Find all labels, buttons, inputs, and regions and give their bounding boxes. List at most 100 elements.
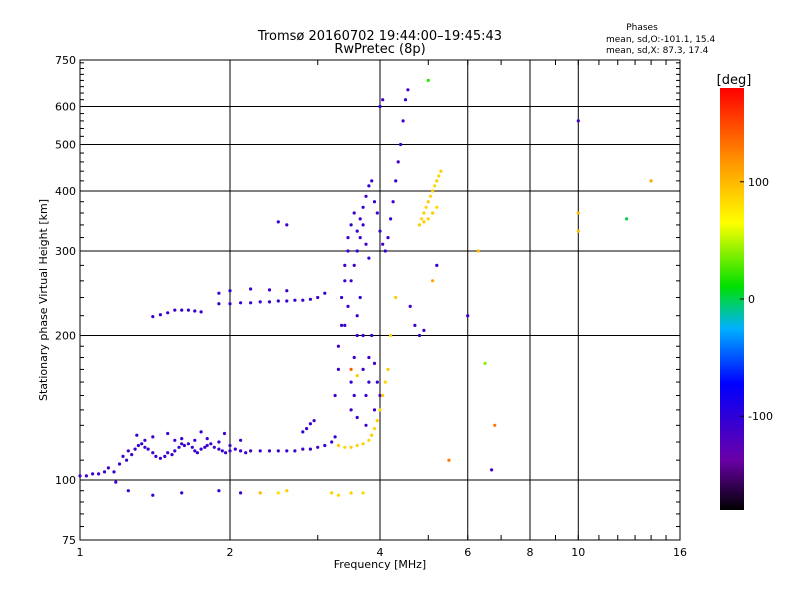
data-point <box>364 393 368 398</box>
data-point <box>301 298 305 302</box>
data-point <box>403 98 408 102</box>
data-point <box>228 449 232 453</box>
data-point <box>217 302 221 306</box>
data-point <box>386 236 390 240</box>
x-tick-label: 1 <box>77 546 84 559</box>
data-point <box>180 437 184 441</box>
data-point <box>370 333 374 338</box>
data-point <box>163 454 167 458</box>
data-point <box>146 447 150 451</box>
data-point <box>370 179 374 183</box>
data-point <box>301 430 305 434</box>
phases-annotation-x: mean, sd,X: 87.3, 17.4 <box>606 46 709 56</box>
data-point <box>330 491 334 495</box>
data-point <box>349 491 353 495</box>
data-point <box>158 456 162 460</box>
data-point <box>364 242 368 246</box>
data-point <box>195 451 199 455</box>
data-point <box>249 287 253 291</box>
data-point <box>349 445 353 449</box>
data-point <box>361 205 365 209</box>
data-point <box>466 314 470 318</box>
data-point <box>349 223 353 227</box>
y-tick-label: 750 <box>55 54 76 67</box>
data-point <box>308 297 312 301</box>
data-point <box>276 299 280 303</box>
data-point <box>386 367 390 371</box>
data-point <box>91 472 95 476</box>
x-tick-label: 8 <box>527 546 534 559</box>
data-point <box>358 295 362 300</box>
data-point <box>367 438 371 442</box>
data-point <box>352 355 356 360</box>
data-point <box>493 423 497 427</box>
data-point <box>372 200 377 204</box>
data-point <box>323 443 327 448</box>
data-point <box>364 194 368 198</box>
data-point <box>336 443 340 448</box>
data-point <box>193 309 197 313</box>
data-point <box>267 288 272 292</box>
data-point <box>180 491 184 495</box>
data-point <box>190 445 194 449</box>
data-point <box>276 491 280 495</box>
data-point <box>361 223 365 227</box>
data-point <box>276 220 280 224</box>
data-point <box>476 249 480 253</box>
data-point <box>276 449 280 453</box>
data-point <box>258 449 262 453</box>
data-point <box>406 88 410 92</box>
data-point <box>435 205 439 209</box>
data-point <box>117 462 122 466</box>
data-point <box>361 442 365 446</box>
data-point <box>422 220 426 224</box>
data-point <box>420 217 424 221</box>
data-point <box>343 279 347 283</box>
data-point <box>435 263 439 267</box>
x-tick-label: 4 <box>377 546 384 559</box>
data-point <box>422 211 426 215</box>
data-point <box>352 211 356 215</box>
data-point <box>166 451 170 455</box>
data-point <box>330 440 334 444</box>
data-point <box>408 304 412 308</box>
data-point <box>355 333 359 338</box>
data-point <box>399 142 403 147</box>
data-point <box>233 447 237 451</box>
data-point <box>435 179 439 183</box>
data-point <box>258 300 262 304</box>
data-point <box>166 431 170 436</box>
data-point <box>193 449 197 453</box>
data-point <box>228 302 232 306</box>
data-point <box>343 323 347 327</box>
data-point <box>130 453 134 457</box>
data-point <box>417 333 422 338</box>
data-point <box>112 470 116 474</box>
y-tick-label: 200 <box>55 330 76 343</box>
data-point <box>355 374 359 378</box>
colorbar-tick-label: 100 <box>748 176 769 189</box>
data-point <box>352 393 356 398</box>
data-point <box>439 169 443 173</box>
data-point <box>625 217 629 221</box>
data-point <box>154 454 158 458</box>
data-point <box>576 229 580 233</box>
colorbar-tick-label: 0 <box>748 293 755 306</box>
data-point <box>375 380 379 384</box>
chart-title: Tromsø 20160702 19:44:00–19:45:43 <box>257 29 502 44</box>
grid-lines <box>80 60 680 540</box>
data-point <box>239 491 243 495</box>
data-point <box>135 433 139 437</box>
data-point <box>375 419 379 423</box>
y-tick-label: 75 <box>62 534 76 547</box>
data-point <box>285 223 289 227</box>
data-point <box>78 474 82 478</box>
data-point <box>381 98 385 102</box>
data-point <box>316 445 320 449</box>
x-tick-label: 16 <box>673 546 687 559</box>
data-point <box>372 427 377 431</box>
data-point <box>375 211 379 215</box>
data-point <box>316 295 320 300</box>
y-tick-label: 500 <box>55 139 76 152</box>
